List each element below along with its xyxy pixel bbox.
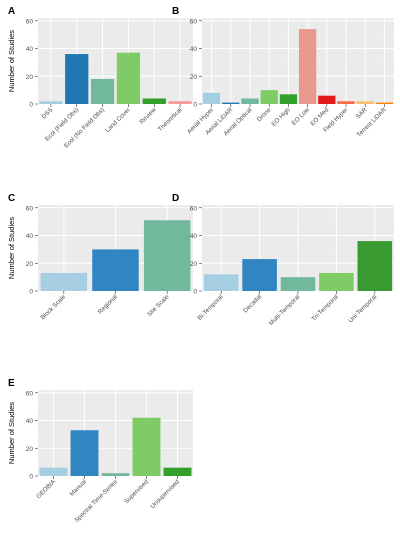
- bar-tri-temporal: [319, 272, 354, 291]
- bar-site-scale: [143, 220, 191, 291]
- panel-label: E: [8, 378, 15, 389]
- x-tick-label: Theoretical: [157, 106, 184, 133]
- bar-regional: [92, 249, 139, 291]
- y-tick-label: 40: [190, 46, 198, 53]
- x-tick-label: EO High: [270, 106, 292, 128]
- bar-aerial-optical: [241, 98, 259, 104]
- x-tick-label: Tri-Temporal: [310, 293, 339, 322]
- y-axis-title: Number of Studies: [7, 402, 16, 464]
- x-tick-label: Multi-Temporal: [268, 293, 302, 327]
- y-tick-label: 20: [26, 261, 34, 268]
- y-tick-label: 20: [26, 446, 34, 453]
- bar-spectral-time-series: [101, 473, 130, 476]
- bar-manual: [70, 430, 99, 476]
- bar-aerial-lidar: [222, 102, 240, 104]
- bar-theoretical: [168, 101, 192, 104]
- y-axis-title: Number of Studies: [7, 217, 16, 279]
- x-tick-label: Decadal: [242, 293, 263, 314]
- x-tick-label: Regional: [97, 293, 119, 315]
- x-tick-label: Manual: [69, 478, 88, 497]
- y-axis-title: Number of Studies: [7, 30, 16, 92]
- bar-drone: [260, 90, 278, 104]
- x-tick-label: DSS: [40, 106, 54, 120]
- bar-decadal: [242, 259, 277, 291]
- bar-block-scale: [40, 272, 88, 291]
- y-tick-label: 0: [193, 102, 197, 109]
- bar-sar: [356, 101, 374, 104]
- bar-ecol-no-field-obs: [90, 79, 115, 104]
- y-tick-label: 40: [26, 233, 34, 240]
- bar-terrest-lidar: [375, 102, 394, 104]
- y-tick-label: 0: [193, 289, 197, 296]
- bar-field-hyper: [337, 101, 355, 104]
- x-tick-label: Supervised: [123, 478, 150, 505]
- x-tick-label: EO Low: [290, 106, 311, 127]
- y-tick-label: 0: [29, 474, 33, 481]
- x-tick-label: Review: [138, 106, 158, 126]
- bar-unsupervised: [163, 467, 192, 476]
- y-tick-label: 20: [190, 261, 198, 268]
- bar-ecol-field-obs: [65, 54, 89, 104]
- bar-uni-temporal: [357, 241, 393, 291]
- bar-multi-temporal: [280, 277, 316, 291]
- bar-geobia: [39, 467, 68, 476]
- plot-background: [38, 18, 193, 104]
- y-tick-label: 20: [26, 74, 34, 81]
- bar-review: [142, 98, 166, 104]
- bar-land-cover: [116, 52, 141, 104]
- y-tick-label: 60: [190, 18, 198, 25]
- panel-label: B: [172, 6, 179, 17]
- y-tick-label: 60: [26, 18, 34, 25]
- bar-eo-high: [279, 94, 298, 104]
- bar-supervised: [132, 417, 161, 476]
- x-tick-label: GEOBIA: [35, 478, 57, 500]
- panel-label: D: [172, 193, 179, 204]
- bar-dss: [39, 101, 63, 104]
- panel-d: 0 20 40 60 Bi-Temporal Decadal Multi-Temporal T…: [172, 193, 394, 327]
- bar-eo-low: [298, 29, 317, 105]
- x-tick-label: SAR: [355, 106, 369, 120]
- x-tick-label: Uni-Temporal: [347, 293, 378, 324]
- x-tick-label: Land Cover: [104, 106, 132, 134]
- y-tick-label: 40: [26, 418, 34, 425]
- y-tick-label: 60: [190, 205, 198, 212]
- x-tick-label: Site Scale: [146, 293, 171, 318]
- y-tick-label: 60: [26, 390, 34, 397]
- y-tick-label: 40: [26, 46, 34, 53]
- panel-label: A: [8, 6, 15, 17]
- bar-eo-med: [318, 95, 336, 104]
- x-tick-label: Bi-Temporal: [196, 293, 224, 321]
- x-tick-label: Unsupervised: [149, 478, 181, 510]
- bar-bi-temporal: [203, 274, 239, 291]
- y-tick-label: 40: [190, 233, 198, 240]
- y-tick-label: 60: [26, 205, 34, 212]
- y-tick-label: 20: [190, 74, 198, 81]
- panel-label: C: [8, 193, 15, 204]
- plot-background: [202, 18, 394, 104]
- panel-c: 0 20 40 60 Block Scale Regional Site Scale C Num…: [7, 193, 193, 321]
- x-tick-label: Drone: [256, 106, 273, 123]
- x-tick-label: Block Scale: [39, 293, 67, 321]
- y-tick-label: 0: [29, 289, 33, 296]
- y-tick-label: 0: [29, 102, 33, 109]
- bar-aerial-hyper: [202, 92, 221, 104]
